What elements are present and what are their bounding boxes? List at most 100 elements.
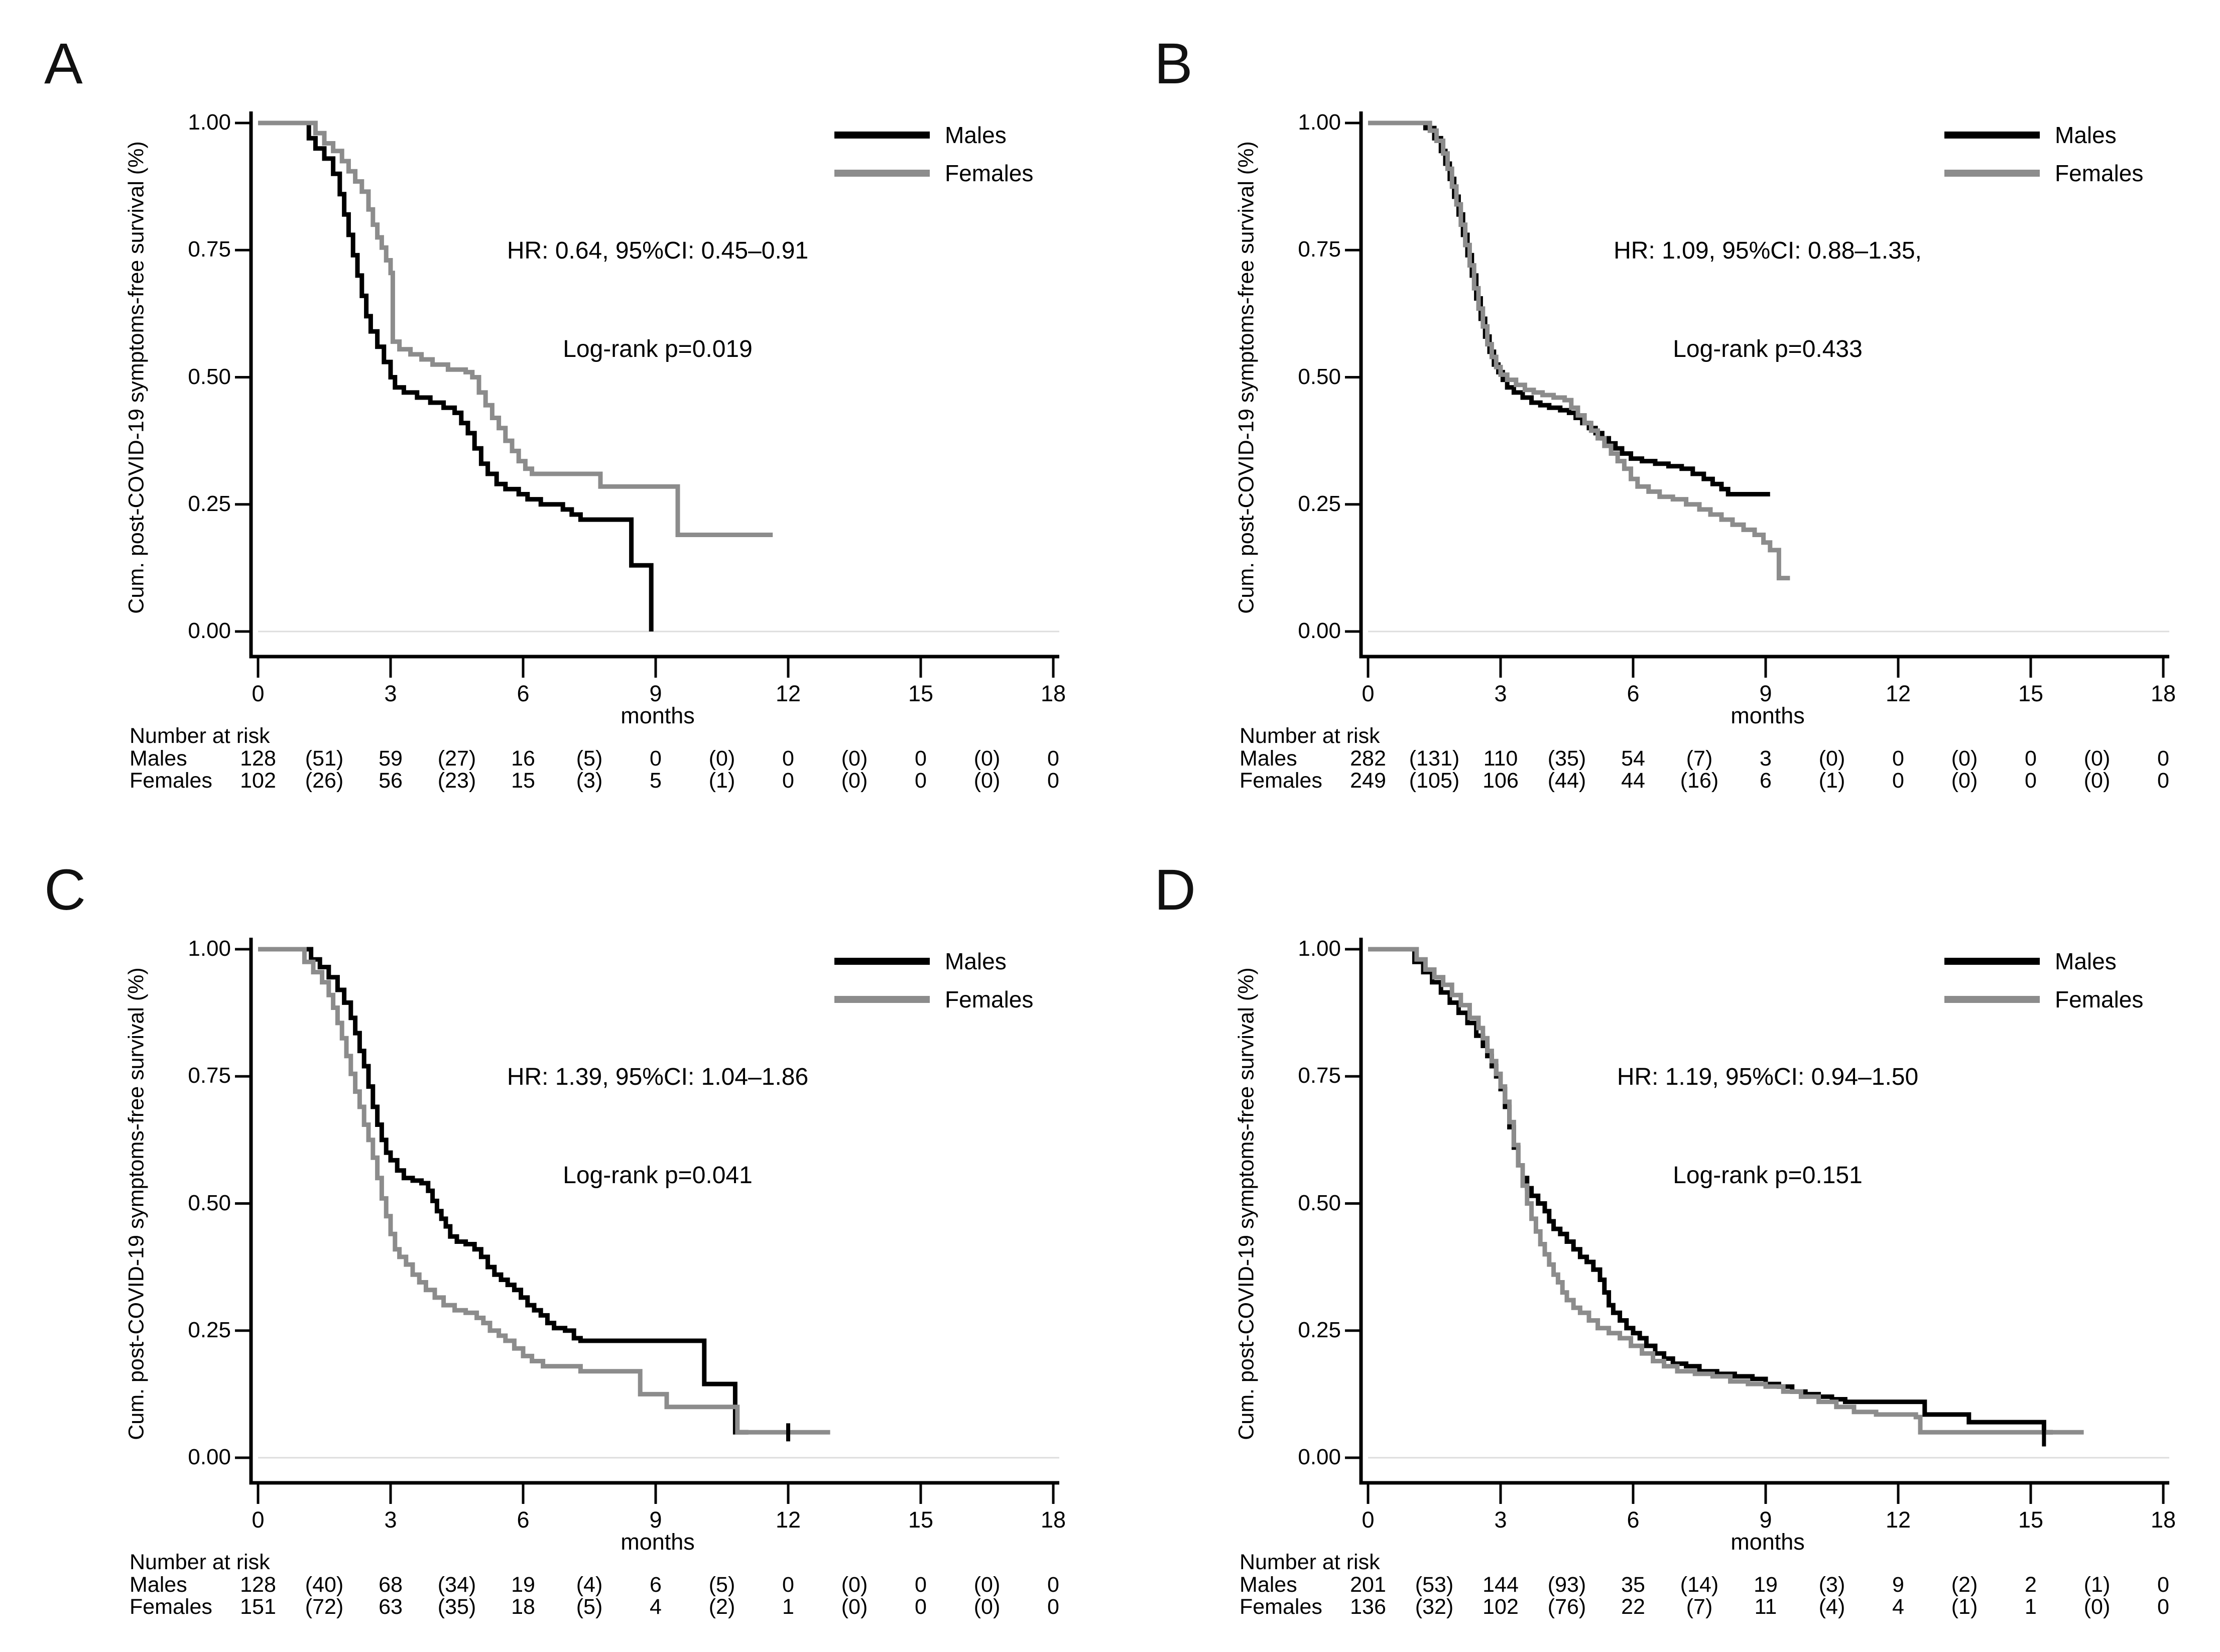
y-tick-label: 1.00 [188,936,231,961]
females-line-swatch [834,170,930,177]
females-survival-curve [258,120,773,537]
risk-value: (34) [437,1573,476,1597]
legend-entry-males: Males [1944,948,2117,975]
risk-value: 0 [1047,1595,1059,1619]
males-line-swatch [834,958,930,965]
x-tick-label: 12 [1885,681,1911,706]
risk-value: 0 [2157,769,2169,793]
risk-value: 102 [1483,1595,1519,1619]
y-tick-label: 0.00 [1298,1445,1341,1469]
risk-value: 136 [1350,1595,1386,1619]
risk-value: (4) [576,1573,603,1597]
risk-value: (1) [1818,769,1845,793]
risk-value: 0 [782,746,794,771]
axis-lines [1359,938,2169,1485]
males-survival-curve [1368,947,2053,1435]
risk-value: 6 [1760,769,1772,793]
panel-letter: B [1154,32,1193,96]
x-tick-label: 12 [775,1507,801,1533]
panel-b: B Cum. post-COVID-19 symptoms-free survi… [1110,0,2220,826]
y-tick-label: 0.50 [1298,1190,1341,1215]
legend-label: Females [2055,160,2144,186]
risk-value: 59 [379,746,403,771]
risk-value: 151 [240,1595,276,1619]
risk-value: 19 [1754,1573,1778,1597]
logrank-annotation: Log-rank p=0.019 [563,336,753,362]
legend-entry-females: Females [1944,986,2143,1013]
risk-value: 3 [1760,746,1772,771]
y-tick-label: 0.25 [188,491,231,516]
panel-letter: C [44,858,86,922]
y-tick-label: 0.50 [188,364,231,389]
axis-lines [249,938,1059,1485]
risk-value: (5) [708,1573,735,1597]
km-plot [1345,111,2169,678]
risk-row-label: Females [130,1595,212,1619]
males-line-swatch [1944,132,2040,139]
y-tick-label: 0.25 [1298,491,1341,516]
risk-value: (4) [1818,1595,1845,1619]
risk-value: (0) [2083,769,2111,793]
y-tick-label: 1.00 [188,110,231,135]
legend-entry-males: Males [834,121,1007,149]
legend-label: Males [945,948,1007,974]
risk-value: (0) [841,769,868,793]
risk-value: 56 [379,769,403,793]
risk-value: 16 [511,746,535,771]
x-tick-label: 3 [1494,1507,1507,1533]
risk-value: 4 [1892,1595,1904,1619]
x-tick-label: 18 [2150,681,2176,706]
risk-value: 0 [915,746,927,771]
legend-label: Males [2055,948,2117,974]
logrank-annotation: Log-rank p=0.151 [1673,1162,1863,1189]
females-line-swatch [1944,170,2040,177]
panel-letter: A [44,32,83,96]
risk-value: 0 [782,1573,794,1597]
y-tick-label: 0.25 [188,1317,231,1342]
x-tick-label: 18 [1040,681,1066,706]
risk-value: 22 [1621,1595,1645,1619]
legend-entry-males: Males [834,948,1007,975]
risk-value: (53) [1415,1573,1454,1597]
risk-value: (1) [1951,1595,1978,1619]
females-survival-curve [1368,120,1790,581]
risk-value: 0 [915,769,927,793]
risk-value: 0 [1047,769,1059,793]
legend-label: Females [945,160,1034,186]
risk-value: 0 [2157,1595,2169,1619]
risk-value: 2 [2025,1573,2037,1597]
risk-table-header: Number at risk [130,1550,270,1574]
x-tick-label: 6 [1627,681,1640,706]
legend-label: Males [2055,122,2117,148]
risk-value: 0 [1047,746,1059,771]
risk-value: 102 [240,769,276,793]
x-tick-label: 12 [1885,1507,1911,1533]
risk-value: 249 [1350,769,1386,793]
y-tick-label: 0.75 [1298,1063,1341,1088]
km-plot [1345,938,2169,1504]
risk-value: (35) [1547,746,1586,771]
y-tick-label: 1.00 [1298,936,1341,961]
risk-value: (131) [1409,746,1460,771]
panel-d: D Cum. post-COVID-19 symptoms-free survi… [1110,826,2220,1652]
risk-value: 0 [1892,769,1904,793]
y-tick-label: 0.00 [1298,618,1341,643]
hazard-ratio-annotation: HR: 1.19, 95%CI: 0.94–1.50 [1617,1064,1919,1090]
females-survival-curve [258,947,830,1435]
risk-value: 18 [511,1595,535,1619]
y-tick-label: 0.50 [188,1190,231,1215]
legend-entry-females: Females [834,160,1033,187]
axis-lines [249,111,1059,659]
risk-row-label: Females [1240,1595,1322,1619]
y-tick-label: 0.75 [1298,237,1341,262]
females-line-swatch [1944,996,2040,1003]
males-line-swatch [834,132,930,139]
risk-value: (16) [1680,769,1719,793]
legend-label: Females [945,986,1034,1012]
risk-value: 0 [2025,769,2037,793]
hazard-ratio-annotation: HR: 1.39, 95%CI: 1.04–1.86 [507,1064,809,1090]
risk-value: (0) [841,746,868,771]
x-tick-label: 6 [517,1507,530,1533]
risk-value: (27) [437,746,476,771]
risk-value: 19 [511,1573,535,1597]
